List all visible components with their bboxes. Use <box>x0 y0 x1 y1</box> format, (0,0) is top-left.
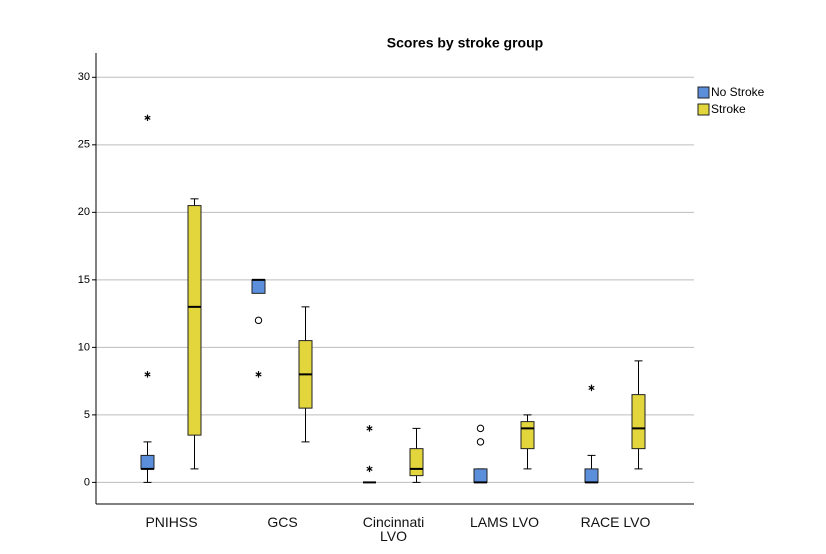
box <box>631 394 646 450</box>
y-tick-label: 30 <box>78 71 90 83</box>
outlier <box>476 424 485 433</box>
box <box>520 421 535 450</box>
x-tick-label: RACE LVO <box>580 514 651 530</box>
y-tick-label: 20 <box>78 206 90 218</box>
extreme <box>144 114 151 122</box>
extreme <box>144 371 151 378</box>
extreme <box>255 371 262 378</box>
extreme <box>366 425 373 432</box>
outlier <box>254 316 263 325</box>
y-tick-label: 15 <box>78 274 90 286</box>
legend-label: No Stroke <box>711 85 765 99</box>
box <box>473 468 488 483</box>
x-tick-label: GCS <box>267 514 298 530</box>
box <box>409 448 424 477</box>
y-tick-label: 0 <box>84 476 90 488</box>
box <box>251 279 266 294</box>
box <box>187 205 202 436</box>
outlier <box>476 438 485 446</box>
chart-title: Scores by stroke group <box>387 35 543 51</box>
legend-swatch <box>697 103 710 116</box>
extreme <box>588 384 595 392</box>
y-tick-label: 5 <box>84 409 90 421</box>
legend-swatch <box>697 86 710 99</box>
y-tick-label: 10 <box>78 341 90 353</box>
box <box>584 468 599 483</box>
x-tick-label: PNIHSS <box>145 514 198 530</box>
x-tick-label: LAMS LVO <box>470 514 539 530</box>
extreme <box>366 465 373 473</box>
x-tick-label: Cincinnati LVO <box>362 514 425 544</box>
legend-label: Stroke <box>711 102 746 116</box>
y-tick-label: 25 <box>78 139 90 151</box>
box <box>140 454 155 470</box>
